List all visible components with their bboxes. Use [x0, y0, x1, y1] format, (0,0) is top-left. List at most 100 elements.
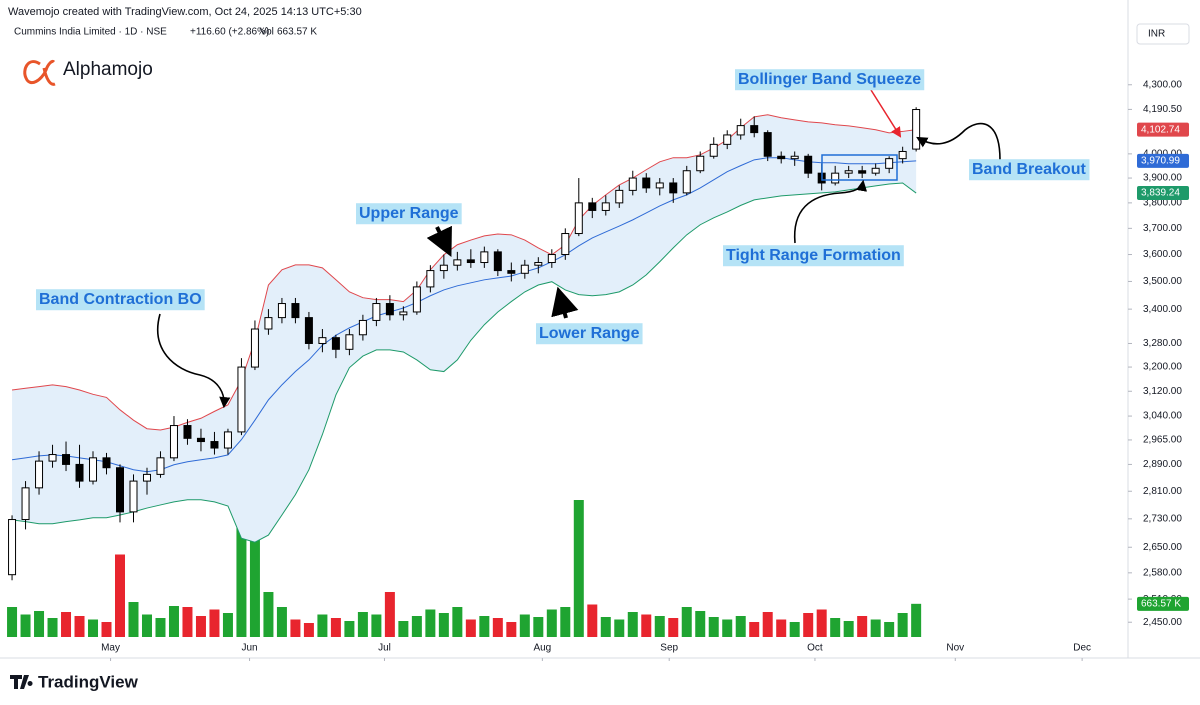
candle-body — [682, 170, 691, 194]
candle-body — [116, 467, 124, 513]
volume-bar — [47, 618, 58, 637]
volume-bar — [141, 614, 152, 637]
volume-bar — [600, 617, 611, 637]
band-value-label: 3,839.24 — [1141, 188, 1180, 199]
candle-body — [21, 487, 30, 521]
candle-body — [480, 251, 489, 264]
volume-bar — [627, 612, 638, 637]
volume-bar — [34, 611, 45, 637]
volume-bar — [897, 613, 908, 637]
annotation: Upper Range — [359, 205, 459, 222]
y-tick-label: 3,800.00 — [1143, 198, 1182, 209]
volume-bar — [492, 618, 503, 637]
credit: Wavemojo created with TradingView.com, O… — [8, 6, 362, 18]
candle-body — [264, 317, 273, 330]
annotation-box — [723, 245, 904, 267]
volume-bar — [115, 554, 125, 637]
y-tick-label: 2,650.00 — [1143, 542, 1182, 553]
volume-bar — [128, 602, 139, 637]
volume-bar — [695, 611, 706, 637]
candle-body — [439, 264, 448, 272]
volume-bar — [708, 617, 719, 637]
candle-body — [318, 337, 327, 344]
candle-body — [628, 177, 637, 191]
candle-body — [871, 167, 880, 174]
y-tick-label: 3,200.00 — [1143, 362, 1182, 373]
candle-body — [507, 270, 516, 274]
candle-body — [372, 303, 381, 321]
y-tick-label: 2,450.00 — [1143, 617, 1182, 628]
volume-bar — [371, 614, 382, 637]
candle-body — [831, 172, 840, 184]
candle-body — [62, 454, 71, 465]
band-value-box — [1137, 122, 1189, 137]
candle-body — [561, 233, 570, 256]
candle-body — [493, 251, 502, 272]
volume-bar — [681, 607, 692, 637]
x-tick-label: Jul — [378, 643, 391, 654]
candle-body — [48, 454, 57, 462]
candle-body — [102, 457, 111, 469]
volume-bar — [884, 622, 895, 637]
brand: Alphamojo — [63, 59, 153, 80]
volume-bar — [614, 619, 625, 637]
volume-bar — [816, 609, 827, 637]
annotation-box — [536, 323, 643, 345]
volume-bar — [88, 619, 99, 637]
y-tick-label: 3,040.00 — [1143, 411, 1182, 422]
band-value-box — [1137, 186, 1189, 201]
volume-bar — [911, 603, 922, 637]
volume-bar — [276, 607, 287, 637]
volume-bar — [573, 500, 584, 637]
annotation: Bollinger Band Squeeze — [738, 71, 921, 88]
candle-body — [736, 125, 745, 136]
band-line — [11, 114, 917, 431]
y-tick-label: 4,190.50 — [1143, 104, 1182, 115]
candle-body — [237, 366, 246, 433]
volume-bar — [209, 609, 220, 637]
annotation: Lower Range — [539, 325, 640, 342]
candle-body — [790, 155, 799, 160]
volume-bar — [61, 612, 72, 637]
band-value-label: 4,102.74 — [1141, 124, 1180, 135]
candle-body — [8, 519, 17, 576]
symbol: Cummins India Limited · 1D · NSE — [14, 27, 167, 38]
candle-body — [655, 182, 664, 189]
volume-bar — [830, 618, 841, 637]
logo — [23, 60, 56, 86]
candle-body — [804, 155, 813, 174]
footer-brand: TradingView — [38, 672, 139, 691]
volume-bar — [776, 619, 787, 637]
y-tick-label: 3,700.00 — [1143, 223, 1182, 234]
candle-body — [304, 317, 313, 344]
volume-bar — [168, 606, 179, 637]
y-tick-label: 3,280.00 — [1143, 338, 1182, 349]
volume-bar — [411, 616, 422, 637]
volume-bar — [74, 616, 85, 637]
volume-bar — [803, 613, 814, 637]
annotation-box — [356, 203, 462, 225]
candle-body — [588, 202, 597, 211]
band-value-label: 3,970.99 — [1141, 155, 1180, 166]
volume-bar — [425, 609, 436, 637]
candle-body — [696, 155, 705, 172]
volume-bar — [533, 617, 544, 637]
volume-bar — [7, 607, 18, 637]
y-tick-label: 2,580.00 — [1143, 567, 1182, 578]
candle-body — [89, 457, 98, 482]
candle-body — [777, 155, 786, 160]
candle-body — [277, 303, 286, 319]
annotation: Band Breakout — [972, 161, 1086, 178]
y-tick-label: 4,300.00 — [1143, 79, 1182, 90]
candle-body — [156, 457, 165, 475]
volume-bar — [519, 614, 530, 637]
candle-body — [183, 425, 192, 439]
volume-bar — [641, 614, 652, 637]
candle-body — [709, 143, 718, 157]
y-tick-label: 3,500.00 — [1143, 276, 1182, 287]
x-tick-label: Aug — [533, 643, 551, 654]
volume-bar — [735, 616, 746, 637]
candle-body — [412, 286, 421, 313]
candle-body — [844, 170, 853, 174]
